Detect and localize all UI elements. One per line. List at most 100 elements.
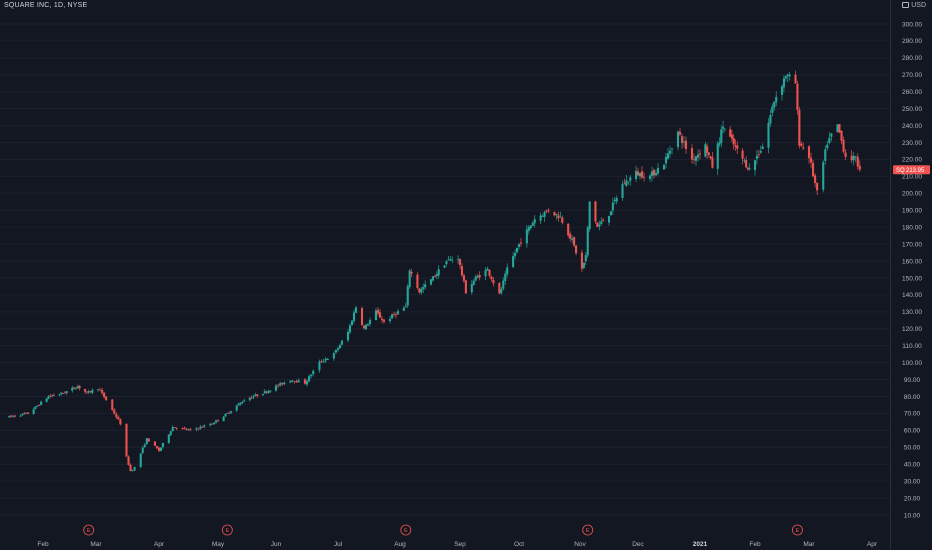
candle-body <box>600 221 603 225</box>
candle-body <box>654 173 658 176</box>
candle-body <box>753 160 757 171</box>
time-axis[interactable]: Feb Mar Apr May Jun Jul Aug Sep Oct Nov Dec 2021 Feb… <box>37 541 877 548</box>
candle-body <box>447 259 450 261</box>
candle-body <box>670 148 674 150</box>
candle-body <box>52 394 56 396</box>
candle-body <box>533 219 536 224</box>
candle-body <box>169 431 172 435</box>
currency-selector[interactable]: USD <box>902 2 926 9</box>
x-tick-label: Feb <box>749 541 761 548</box>
candle-body <box>143 444 146 448</box>
y-tick-label: 30.00 <box>904 478 921 485</box>
candle-body <box>690 148 694 160</box>
candle-body <box>117 417 120 420</box>
candle-body <box>798 109 801 146</box>
candle-body <box>267 390 270 394</box>
candle-body <box>650 171 654 176</box>
candle-body <box>366 324 370 326</box>
candle-body <box>517 243 521 247</box>
earnings-marker[interactable]: E <box>400 524 412 536</box>
candle-body <box>844 152 847 157</box>
candle-body <box>474 276 477 281</box>
candle-body <box>769 115 772 124</box>
candle-body <box>261 393 264 396</box>
earnings-marker[interactable]: E <box>582 524 594 536</box>
candle-body <box>830 133 833 137</box>
candle-body <box>478 275 481 278</box>
candle-body <box>36 405 39 407</box>
candle-body <box>305 380 309 385</box>
candle-body <box>322 361 325 363</box>
candle-body <box>222 416 225 422</box>
x-tick-label: Jul <box>334 541 343 548</box>
candle-body <box>561 217 564 223</box>
y-tick-label: 100.00 <box>902 360 922 367</box>
candle-body <box>133 467 136 471</box>
candle-body <box>157 447 161 451</box>
candle-body <box>416 274 419 288</box>
chart-title: SQUARE INC, 1D, NYSE <box>4 2 88 9</box>
y-tick-label: 80.00 <box>904 394 921 401</box>
x-tick-label: Nov <box>574 541 586 548</box>
candle-body <box>780 86 784 95</box>
y-tick-label: 170.00 <box>902 241 922 248</box>
candle-body <box>422 287 425 290</box>
y-tick-label: 260.00 <box>902 89 922 96</box>
candle-body <box>635 170 638 180</box>
candle-body <box>119 419 122 425</box>
candle-body <box>488 269 491 276</box>
candle-body <box>623 183 626 185</box>
candle-body <box>443 265 446 268</box>
x-tick-label: Apr <box>867 541 878 548</box>
earnings-marker[interactable]: E <box>221 524 233 536</box>
price-axis[interactable]: 10.00 20.00 30.00 40.00 50.00 60.00 70.00 80.00… <box>902 21 922 519</box>
candle-body <box>794 74 797 84</box>
candle-body <box>103 392 106 398</box>
candle-body <box>392 313 396 315</box>
candle-body <box>83 388 87 392</box>
candle-body <box>139 453 142 467</box>
candle-body <box>607 215 611 223</box>
earnings-letter: E <box>586 528 590 534</box>
candle-body <box>648 175 652 179</box>
candle-body <box>374 310 378 321</box>
y-tick-label: 240.00 <box>902 123 922 130</box>
earnings-marker[interactable]: E <box>792 524 803 536</box>
chart-grid <box>0 23 890 516</box>
last-price-value: 213.95 <box>906 168 925 174</box>
candle-body <box>571 238 574 240</box>
candle-body <box>470 284 473 293</box>
candle-body <box>722 126 725 129</box>
candle-body <box>854 156 857 158</box>
earnings-circle <box>400 524 412 536</box>
candle-body <box>718 142 721 145</box>
candle-body <box>492 279 495 284</box>
candle-body <box>418 288 421 293</box>
candle-body <box>226 412 229 414</box>
candle-body <box>131 470 134 472</box>
candle-body <box>171 426 174 432</box>
candle-body <box>396 311 400 315</box>
x-tick-label: Oct <box>514 541 524 548</box>
candle-body <box>181 428 184 430</box>
earnings-marker[interactable]: E <box>83 524 95 536</box>
candle-body <box>512 256 515 268</box>
candle-body <box>676 131 680 148</box>
candle-body <box>684 140 688 150</box>
x-tick-label: 2021 <box>693 541 708 548</box>
candle-body <box>767 123 770 148</box>
candle-body <box>784 76 787 79</box>
candle-body <box>458 259 462 266</box>
candle-body <box>656 167 660 174</box>
candle-body <box>32 409 35 414</box>
candle-body <box>514 252 517 257</box>
candle-body <box>842 140 845 152</box>
candle-body <box>105 396 108 401</box>
candle-body <box>203 425 206 427</box>
candle-body <box>402 307 405 311</box>
candle-body <box>348 325 352 333</box>
candle-body <box>629 177 632 181</box>
candle-body <box>34 406 37 409</box>
